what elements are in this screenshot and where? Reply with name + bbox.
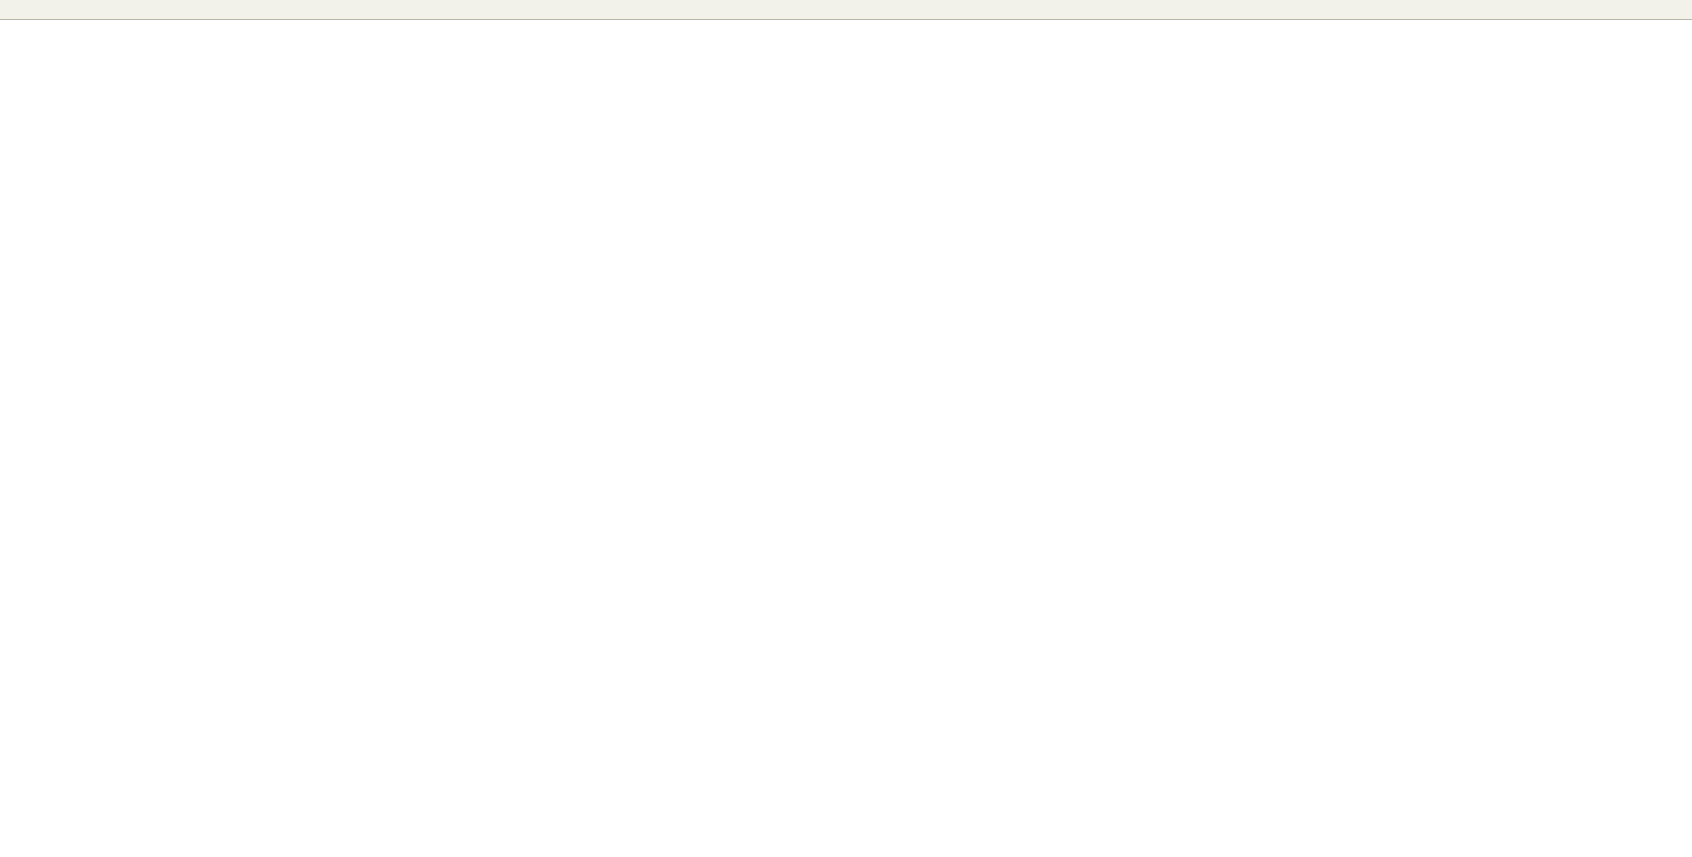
main-toolbar: [0, 0, 1692, 20]
